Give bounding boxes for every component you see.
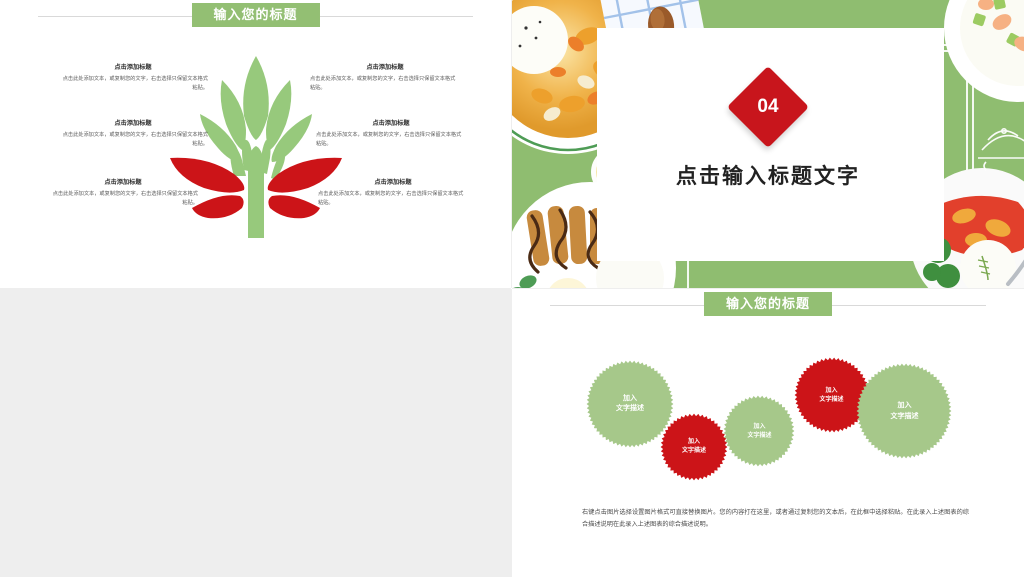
column-gap — [511, 0, 512, 288]
item-title: 点击添加标题 — [114, 120, 152, 127]
slide1-item-1[interactable]: 点击添加标题 点击此处添加文本，或复制您的文字，右击选择只保留文本格式粘贴。 — [58, 62, 208, 93]
slide4-footer-text: 右键点击图片选择设置图片格式可直接替换图片。您的内容打在这里，或者通过复制您的文… — [582, 509, 969, 529]
gear-1-label: 加入 文字描述 — [590, 364, 670, 444]
section-number-badge: 04 — [726, 65, 810, 149]
item-title: 点击添加标题 — [366, 64, 404, 71]
item-desc: 点击此处添加文本，或复制您的文字，右击选择只保留文本格式粘贴。 — [62, 132, 208, 148]
column-gap — [0, 288, 511, 289]
slide2-title: 点击输入标题文字 — [676, 165, 860, 188]
cloche-line-icon — [978, 128, 1024, 171]
slide1-item-2[interactable]: 点击添加标题 点击此处添加文本，或复制您的文字，右击选择只保留文本格式粘贴。 — [58, 118, 208, 149]
slide4-banner-title: 输入您的标题 — [703, 292, 833, 316]
row-gap — [512, 288, 1024, 289]
item-title: 点击添加标题 — [114, 64, 152, 71]
slide1-item-5[interactable]: 点击添加标题 点击此处添加文本，或复制您的文字，右击选择只保留文本格式粘贴。 — [316, 118, 466, 149]
gear-circles-graphic — [586, 357, 952, 481]
gear-line1: 加入 — [897, 402, 912, 410]
section-number: 04 — [757, 96, 779, 117]
row-gap — [511, 289, 512, 577]
gear-line1: 加入 — [687, 439, 700, 446]
gear-line2: 文字描述 — [681, 448, 706, 454]
slide1-item-6[interactable]: 点击添加标题 点击此处添加文本，或复制您的文字，右击选择只保留文本格式粘贴。 — [318, 177, 468, 208]
shrimp-vegetable-rice-photo — [944, 0, 1024, 102]
slide-thumbnail-3[interactable]: 输入您的标题 请替换文字内容 请替换文字内容 请替换文字内容 请替换文字内容 请… — [511, 288, 512, 289]
gear-line1: 加入 — [825, 387, 838, 394]
item-desc: 点击此处添加文本，或复制您的文字，右击选择只保留文本格式粘贴。 — [316, 132, 462, 148]
gear-2-label: 加入 文字描述 — [664, 417, 724, 477]
gear-3[interactable]: 加入 文字描述 — [727, 399, 792, 464]
gear-line2: 文字描述 — [890, 412, 919, 420]
gear-4-label: 加入 文字描述 — [797, 361, 866, 430]
slide1-header: 输入您的标题 — [0, 0, 511, 34]
slide-thumbnail-2[interactable]: 04 点击输入标题文字 — [512, 0, 1024, 288]
tree-hand-leaves-icon — [156, 50, 356, 245]
gear-line1: 加入 — [623, 394, 637, 402]
slide-thumbnail-4[interactable]: 输入您的标题 加入 文字描述 加入 文字描述 加入 文字描述 加入 文字描述 — [512, 289, 1024, 577]
item-title: 点击添加标题 — [104, 179, 142, 186]
item-desc: 点击此处添加文本，或复制您的文字，右击选择只保留文本格式粘贴。 — [62, 76, 208, 92]
slide1-banner-title: 输入您的标题 — [191, 3, 320, 27]
item-title: 点击添加标题 — [374, 179, 412, 186]
gear-line2: 文字描述 — [819, 396, 844, 403]
gear-5[interactable]: 加入 文字描述 — [860, 367, 949, 456]
slide1-item-3[interactable]: 点击添加标题 点击此处添加文本，或复制您的文字，右击选择只保留文本格式粘贴。 — [48, 177, 198, 208]
row-gap-center — [0, 289, 511, 577]
gear-2[interactable]: 加入 文字描述 — [664, 417, 724, 477]
item-desc: 点击此处添加文本，或复制您的文字，右击选择只保留文本格式粘贴。 — [52, 191, 198, 207]
gear-line2: 文字描述 — [616, 405, 644, 412]
gear-5-label: 加入 文字描述 — [860, 367, 949, 456]
gear-3-label: 加入 文字描述 — [727, 399, 792, 464]
item-desc: 点击此处添加文本，或复制您的文字，右击选择只保留文本格式粘贴。 — [318, 191, 464, 207]
slide4-header: 输入您的标题 — [512, 289, 1024, 323]
slide1-item-4[interactable]: 点击添加标题 点击此处添加文本，或复制您的文字，右击选择只保留文本格式粘贴。 — [310, 62, 460, 93]
gear-line1: 加入 — [753, 423, 766, 430]
slide-thumbnail-1[interactable]: 输入您的标题 — [0, 0, 511, 288]
gear-4[interactable]: 加入 文字描述 — [797, 361, 866, 430]
item-desc: 点击此处添加文本，或复制您的文字，右击选择只保留文本格式粘贴。 — [310, 76, 456, 92]
gear-line2: 文字描述 — [747, 432, 772, 439]
gear-1[interactable]: 加入 文字描述 — [590, 364, 670, 444]
item-title: 点击添加标题 — [372, 120, 410, 127]
